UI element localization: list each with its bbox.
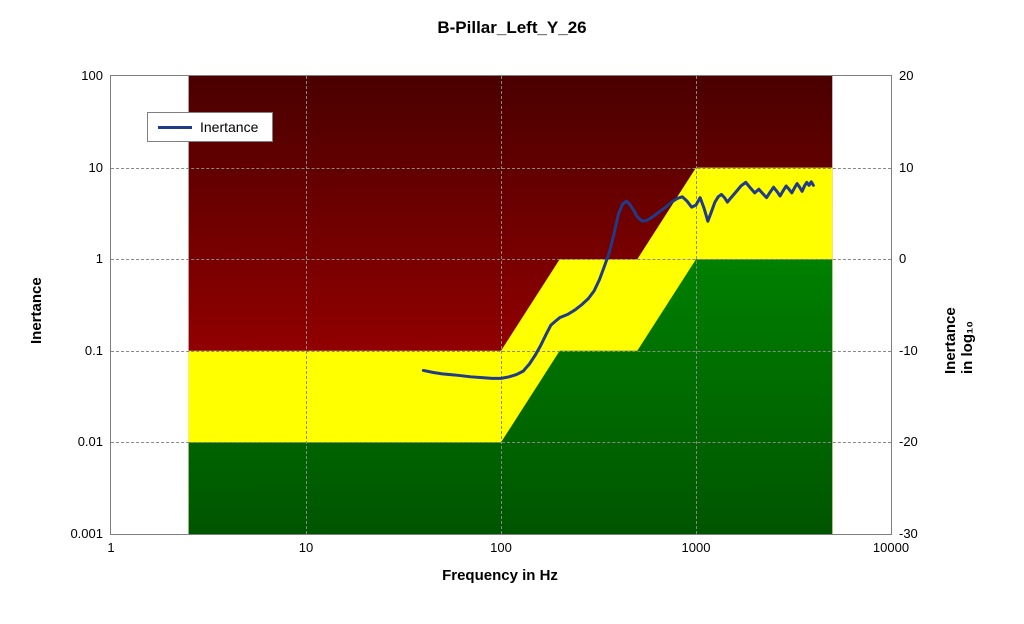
y-left-tick-label: 1 <box>41 251 103 266</box>
legend-swatch <box>158 126 192 129</box>
y-axis-right-label: Inertance in log₁₀ <box>942 292 976 374</box>
x-tick-label: 10 <box>276 540 336 555</box>
x-tick-label: 100 <box>471 540 531 555</box>
series-layer <box>111 76 891 534</box>
chart-container: B-Pillar_Left_Y_26 <box>0 0 1024 624</box>
y-left-tick-label: 100 <box>41 68 103 83</box>
y-right-tick-label: 0 <box>899 251 959 266</box>
chart-title: B-Pillar_Left_Y_26 <box>0 18 1024 38</box>
y-axis-left-label: Inertance <box>28 277 45 344</box>
x-tick-label: 10000 <box>861 540 921 555</box>
x-axis-label: Frequency in Hz <box>110 567 890 584</box>
x-tick-label: 1000 <box>666 540 726 555</box>
plot-area: Inertance 0.001-300.01-200.1-10101010100… <box>110 75 892 535</box>
y-right-tick-label: -20 <box>899 434 959 449</box>
y-right-tick-label: 20 <box>899 68 959 83</box>
y-left-tick-label: 0.01 <box>41 434 103 449</box>
y-left-tick-label: 0.1 <box>41 343 103 358</box>
legend-item-label: Inertance <box>200 119 258 135</box>
y-right-tick-label: -30 <box>899 526 959 541</box>
y-right-tick-label: 10 <box>899 160 959 175</box>
x-tick-label: 1 <box>81 540 141 555</box>
y-left-tick-label: 0.001 <box>41 526 103 541</box>
series-inertance <box>423 182 813 379</box>
legend: Inertance <box>147 112 273 142</box>
y-left-tick-label: 10 <box>41 160 103 175</box>
